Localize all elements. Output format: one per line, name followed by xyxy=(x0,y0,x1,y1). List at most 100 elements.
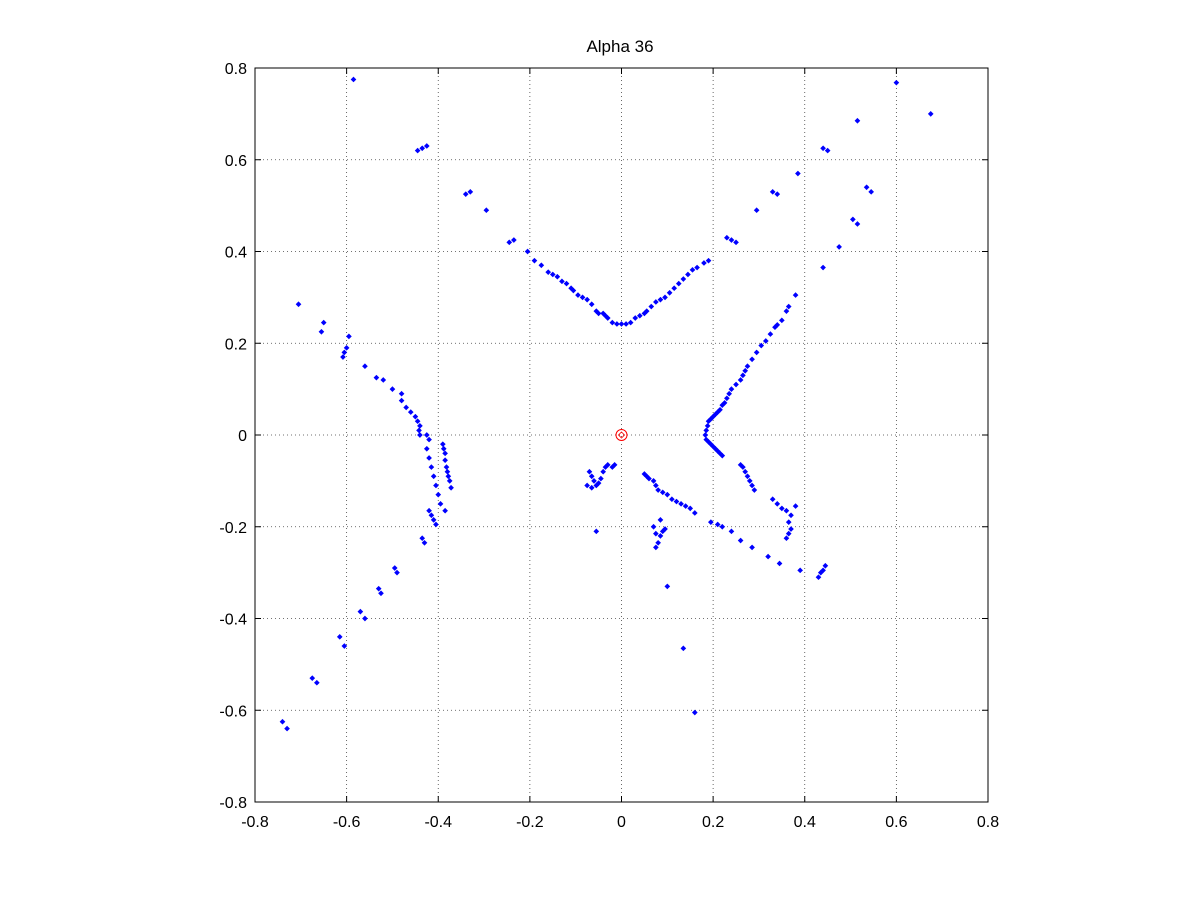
data-point xyxy=(785,519,792,525)
data-point xyxy=(357,608,364,615)
data-point xyxy=(769,189,776,195)
data-point xyxy=(737,461,744,468)
data-point xyxy=(618,321,625,327)
data-point xyxy=(398,397,405,404)
data-point xyxy=(746,478,753,484)
data-point xyxy=(792,503,799,509)
data-point xyxy=(588,473,595,480)
data-point xyxy=(678,500,684,507)
data-point xyxy=(820,145,826,152)
data-point xyxy=(666,289,673,296)
y-tick-label: -0.6 xyxy=(219,703,247,720)
data-point xyxy=(637,312,643,319)
origin-marker-group xyxy=(615,429,628,441)
data-point xyxy=(414,147,421,154)
data-point xyxy=(426,507,432,514)
data-point xyxy=(850,216,856,223)
data-point xyxy=(423,143,430,149)
data-point xyxy=(653,544,659,551)
data-point xyxy=(627,319,634,326)
x-tick-label: -0.4 xyxy=(424,814,452,831)
data-point xyxy=(448,484,454,491)
data-point xyxy=(554,273,561,280)
data-point xyxy=(662,294,668,301)
data-point xyxy=(403,404,410,411)
data-point xyxy=(653,299,659,305)
data-point xyxy=(783,507,790,514)
data-point xyxy=(788,512,794,519)
data-point xyxy=(341,643,348,649)
data-point xyxy=(444,468,451,475)
axis-ticks xyxy=(254,67,989,803)
data-point xyxy=(824,147,831,154)
data-point xyxy=(346,333,352,340)
data-point xyxy=(655,539,661,546)
data-point xyxy=(733,239,739,246)
data-point xyxy=(428,464,435,470)
data-point xyxy=(318,328,325,335)
data-point xyxy=(854,117,861,124)
data-point xyxy=(691,510,698,516)
data-point xyxy=(783,308,790,314)
data-point xyxy=(433,521,439,528)
x-tick-label: 0.2 xyxy=(702,814,724,831)
data-point xyxy=(394,569,400,576)
data-point xyxy=(657,517,664,523)
data-point xyxy=(343,345,350,351)
y-tick-label: 0.6 xyxy=(225,153,247,170)
data-point xyxy=(788,526,794,532)
data-point xyxy=(704,423,711,429)
x-tick-label: 0 xyxy=(617,814,626,831)
data-point xyxy=(664,583,671,590)
data-point xyxy=(719,402,726,409)
data-point xyxy=(559,278,565,285)
data-point xyxy=(632,315,639,321)
data-point xyxy=(705,257,712,264)
data-point xyxy=(604,315,611,321)
data-point xyxy=(483,207,490,214)
data-point xyxy=(442,457,448,464)
data-point xyxy=(579,294,586,301)
data-point xyxy=(419,145,426,152)
data-point xyxy=(742,468,749,475)
data-point xyxy=(680,276,687,282)
data-point xyxy=(673,498,680,505)
data-point xyxy=(549,271,556,278)
data-point xyxy=(669,496,675,503)
data-point xyxy=(506,239,513,246)
data-point xyxy=(341,349,348,356)
data-point xyxy=(751,487,758,493)
data-point xyxy=(648,303,655,310)
data-point xyxy=(309,675,316,681)
data-point xyxy=(728,528,735,535)
data-point xyxy=(769,496,776,503)
data-point xyxy=(726,390,732,397)
data-point xyxy=(442,507,448,514)
data-point xyxy=(836,244,842,250)
data-point xyxy=(462,191,469,197)
data-point xyxy=(776,560,783,567)
data-point xyxy=(779,505,785,512)
data-point xyxy=(442,450,448,457)
data-point xyxy=(705,418,712,425)
x-axis-tick-labels: -0.8 -0.6 -0.4 -0.2 0 0.2 0.4 0.6 0.8 xyxy=(241,814,999,831)
data-point xyxy=(428,512,435,519)
y-tick-label: 0.2 xyxy=(225,336,247,353)
y-tick-label: 0.8 xyxy=(225,61,247,78)
data-point xyxy=(733,381,739,388)
data-point xyxy=(524,248,531,255)
data-point xyxy=(737,537,744,544)
data-point xyxy=(426,436,432,443)
scatter-points xyxy=(279,76,934,732)
data-point xyxy=(417,432,423,438)
data-point xyxy=(604,461,611,468)
data-point xyxy=(362,363,368,370)
data-point xyxy=(437,500,444,507)
data-point xyxy=(694,264,700,271)
y-tick-label: 0.4 xyxy=(225,245,247,262)
x-tick-label: 0.4 xyxy=(794,814,816,831)
data-point xyxy=(445,473,452,480)
data-point xyxy=(423,432,430,438)
data-point xyxy=(320,319,327,326)
data-point xyxy=(740,372,746,379)
